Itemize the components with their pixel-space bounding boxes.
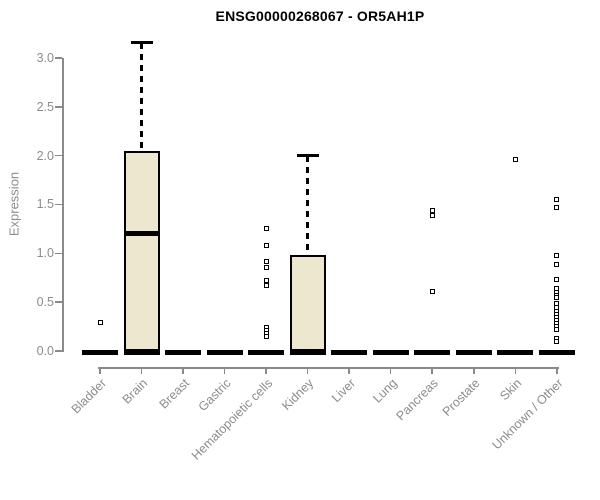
y-tick xyxy=(55,106,62,108)
x-tick xyxy=(431,367,433,374)
x-tick-label: Pancreas xyxy=(393,376,442,424)
x-tick-label: Kidney xyxy=(279,376,317,413)
y-tick xyxy=(55,350,62,352)
outlier-point xyxy=(554,294,560,300)
zero-bar-Pancreas xyxy=(414,350,451,355)
x-tick-label: Breast xyxy=(156,376,193,412)
x-tick-label: Lung xyxy=(370,376,400,406)
outlier-point xyxy=(263,333,269,339)
y-tick xyxy=(55,252,62,255)
outlier-point xyxy=(97,320,103,326)
outlier-point xyxy=(554,252,560,258)
y-tick-label: 1.0 xyxy=(36,246,54,261)
outlier-point xyxy=(263,264,269,270)
y-tick-label: 1.5 xyxy=(36,197,54,212)
whisker-Kidney xyxy=(306,155,310,256)
x-tick xyxy=(473,367,475,374)
y-axis-line xyxy=(62,57,64,353)
y-tick-label: 3.0 xyxy=(36,50,54,65)
x-tick xyxy=(514,367,517,374)
outlier-point xyxy=(263,278,269,284)
x-tick-label: Gastric xyxy=(195,376,234,414)
x-tick-label: Brain xyxy=(119,376,151,407)
zero-bar-Skin xyxy=(497,350,534,355)
y-tick xyxy=(55,203,62,206)
y-tick-label: 0.5 xyxy=(36,295,54,310)
zero-bar-Hematopoietic cells xyxy=(248,350,285,355)
x-axis-line xyxy=(98,367,559,369)
x-tick xyxy=(99,367,101,374)
y-tick-label: 0.0 xyxy=(36,344,54,358)
outlier-point xyxy=(554,304,560,310)
x-tick xyxy=(223,367,226,374)
box-Brain xyxy=(123,150,160,351)
y-tick-label: 2.0 xyxy=(36,148,54,163)
zero-bar-Kidney xyxy=(289,350,326,355)
zero-bar-Breast xyxy=(165,350,202,355)
outlier-point xyxy=(554,261,560,267)
x-tick xyxy=(140,367,143,374)
outlier-point xyxy=(429,288,435,294)
x-tick xyxy=(306,367,309,374)
y-tick-label: 2.5 xyxy=(36,99,54,114)
x-tick-label: Liver xyxy=(329,376,359,406)
outlier-point xyxy=(263,258,269,264)
y-tick xyxy=(55,57,62,59)
zero-bar-Brain xyxy=(123,350,160,355)
zero-bar-Bladder xyxy=(82,350,118,355)
whisker-cap-Brain xyxy=(130,41,153,45)
outlier-point xyxy=(512,157,518,163)
x-tick xyxy=(348,367,350,374)
x-tick-label: Prostate xyxy=(439,376,483,419)
x-tick-label: Bladder xyxy=(68,376,109,417)
zero-bar-Liver xyxy=(331,350,368,355)
y-tick xyxy=(55,154,62,157)
y-tick xyxy=(55,301,62,303)
outlier-point xyxy=(554,327,560,332)
outlier-point xyxy=(429,212,435,218)
zero-bar-Lung xyxy=(372,350,409,355)
box-Kidney xyxy=(289,255,326,351)
outlier-point xyxy=(554,277,560,283)
outlier-point xyxy=(263,226,269,232)
zero-bar-Prostate xyxy=(455,350,492,355)
chart-title: ENSG00000268067 - OR5AH1P xyxy=(215,8,425,24)
median-Brain xyxy=(123,231,160,237)
zero-bar-Unknown / Other xyxy=(538,350,575,355)
outlier-point xyxy=(554,197,560,203)
x-tick xyxy=(265,367,267,374)
outlier-point xyxy=(263,243,269,249)
x-tick xyxy=(389,367,392,374)
whisker-cap-Kidney xyxy=(296,153,319,157)
outlier-point xyxy=(263,283,269,289)
zero-bar-Gastric xyxy=(206,350,243,355)
outlier-point xyxy=(554,204,560,210)
outlier-point xyxy=(429,207,435,213)
x-tick-label: Skin xyxy=(497,376,525,404)
x-tick xyxy=(182,367,184,374)
whisker-Brain xyxy=(140,43,144,151)
outlier-point xyxy=(554,338,560,344)
x-tick xyxy=(556,367,558,374)
